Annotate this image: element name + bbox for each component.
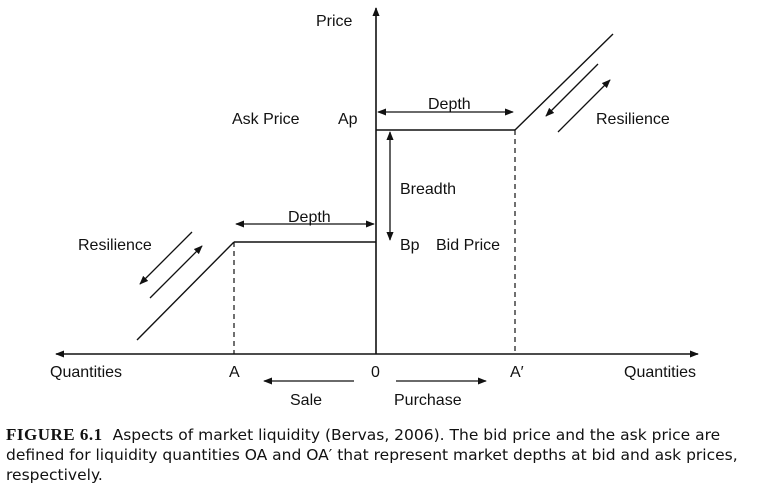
bp-label: Bp — [400, 237, 420, 254]
ap-label: Ap — [338, 111, 358, 128]
resilience-left-label: Resilience — [78, 237, 152, 254]
price-axis-label: Price — [316, 13, 353, 30]
bid-resilience-slope — [136, 241, 235, 341]
figure-caption: FIGURE 6.1 Aspects of market liquidity (B… — [6, 425, 761, 485]
resilience-left-arrow-down — [139, 231, 193, 285]
resilience-right-label: Resilience — [596, 111, 670, 128]
breadth-label: Breadth — [400, 181, 456, 198]
depth-bottom-label: Depth — [288, 209, 331, 226]
resilience-left-arrow-up — [149, 245, 203, 299]
figure-number: FIGURE 6.1 — [6, 425, 103, 444]
caption-text: Aspects of market liquidity (Bervas, 200… — [6, 426, 738, 484]
quantities-right-label: Quantities — [624, 364, 696, 381]
sale-label: Sale — [290, 392, 322, 409]
market-liquidity-diagram: Price Ask Price Ap Depth Resilience Brea… — [50, 7, 699, 409]
depth-top-label: Depth — [428, 96, 471, 113]
origin-label: 0 — [371, 364, 380, 381]
resilience-right-arrow-up — [557, 79, 611, 133]
resilience-right-arrow-down — [545, 63, 599, 117]
ask-price-label: Ask Price — [232, 111, 300, 128]
bid-price-label: Bid Price — [436, 237, 500, 254]
point-a-prime-label: A′ — [510, 364, 524, 381]
point-a-label: A — [229, 364, 240, 381]
quantities-left-label: Quantities — [50, 364, 122, 381]
ask-resilience-slope — [514, 33, 614, 131]
purchase-label: Purchase — [394, 392, 462, 409]
